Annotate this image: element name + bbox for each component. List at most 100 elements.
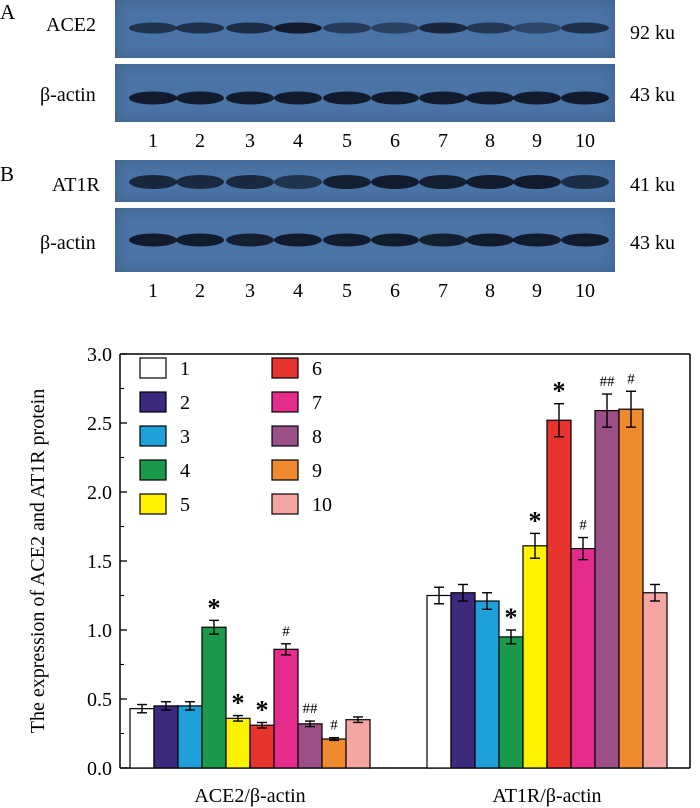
legend-swatch-2 <box>139 391 167 413</box>
lane-number: 10 <box>575 130 595 152</box>
y-axis-label: The expression of ACE2 and AT1R protein <box>27 389 49 733</box>
blot-band <box>323 175 371 189</box>
blot-band <box>371 91 419 105</box>
y-tick-label: 3.0 <box>87 344 112 366</box>
legend-label-1: 1 <box>180 358 190 380</box>
legend-label-6: 6 <box>312 358 322 380</box>
bar-series-8-ace2 <box>297 723 323 769</box>
significance-mark: * <box>553 377 566 406</box>
lane-number: 5 <box>342 130 352 152</box>
blot-bands-ace2 <box>129 22 609 34</box>
legend-swatch-10 <box>271 493 299 515</box>
blot-band <box>561 22 609 34</box>
blot-band <box>129 91 177 105</box>
blot-bands-at1r <box>129 175 609 189</box>
legend-swatch-6 <box>271 357 299 379</box>
lane-number: 8 <box>485 280 495 302</box>
blot-band <box>419 175 467 189</box>
bar-series-5-ace2 <box>225 717 251 769</box>
blot-band <box>371 22 419 34</box>
lane-number: 4 <box>293 130 303 152</box>
lane-number: 9 <box>532 280 542 302</box>
blot-band <box>513 175 561 189</box>
blot-band <box>274 91 322 105</box>
lane-number: 3 <box>245 280 255 302</box>
blot-ace2 <box>115 0 615 58</box>
panel-letter-b: B <box>0 162 15 186</box>
legend-label-10: 10 <box>312 494 332 516</box>
legend-label-4: 4 <box>180 460 190 482</box>
blot-band <box>466 22 514 34</box>
blot-band <box>419 22 467 34</box>
significance-mark: # <box>330 718 338 734</box>
bar-series-3-ace2 <box>177 705 203 769</box>
lane-number: 3 <box>245 130 255 152</box>
bar-series-7-ace2 <box>273 648 299 769</box>
bar-chart: 0.0 0.5 1.0 1.5 2.0 2.5 3.0 The expression of A… <box>27 344 691 807</box>
blot-band <box>176 175 224 189</box>
blot-band <box>274 175 322 189</box>
blot-band <box>466 233 514 247</box>
significance-mark: * <box>505 603 518 632</box>
legend-label-5: 5 <box>180 494 190 516</box>
legend-swatch-4 <box>139 459 167 481</box>
bar-series-5-at1r <box>522 545 548 769</box>
blot-band <box>419 233 467 247</box>
lane-numbers-a: 1 2 3 4 5 6 7 8 9 10 <box>115 130 615 156</box>
lane-number: 7 <box>438 130 448 152</box>
blot-band <box>226 22 274 34</box>
size-label-actin-b: 43 ku <box>630 232 675 254</box>
significance-mark: * <box>208 593 221 622</box>
lane-number: 9 <box>532 130 542 152</box>
lane-number: 4 <box>293 280 303 302</box>
legend-swatch-9 <box>271 459 299 481</box>
bar-series-6-at1r <box>546 419 572 769</box>
legend-label-9: 9 <box>312 460 322 482</box>
legend-label-7: 7 <box>312 392 322 414</box>
blot-bands-actin-b <box>129 233 609 247</box>
blot-band <box>274 22 322 34</box>
blot-band <box>561 91 609 105</box>
panel-letter-a: A <box>0 0 16 24</box>
legend-swatch-3 <box>139 425 167 447</box>
blot-band <box>323 22 371 34</box>
bar-series-1-at1r <box>426 594 452 769</box>
blot-band <box>561 175 609 189</box>
blot-label-actin-a: β-actin <box>40 84 96 106</box>
x-category-label: ACE2/β-actin <box>194 785 305 807</box>
legend-swatch-7 <box>271 391 299 413</box>
y-tick-label: 2.5 <box>87 413 112 435</box>
bar-series-3-at1r <box>474 600 500 769</box>
bar-series-10-ace2 <box>345 719 371 769</box>
legend-swatch-8 <box>271 425 299 447</box>
size-label-ace2: 92 ku <box>630 22 675 44</box>
lane-number: 1 <box>148 280 158 302</box>
bar-series-2-at1r <box>450 592 476 769</box>
significance-mark: # <box>579 518 587 534</box>
significance-mark: * <box>529 506 542 535</box>
y-tick-label: 1.5 <box>87 551 112 573</box>
blot-band <box>226 175 274 189</box>
blot-band <box>129 175 177 189</box>
size-label-at1r: 41 ku <box>630 174 675 196</box>
significance-mark: # <box>282 624 290 640</box>
blot-at1r <box>115 160 615 202</box>
blot-band <box>371 175 419 189</box>
legend-label-2: 2 <box>180 392 190 414</box>
legend-label-8: 8 <box>312 426 322 448</box>
bar-series-2-ace2 <box>153 705 179 769</box>
blot-band <box>371 233 419 247</box>
lane-number: 2 <box>195 280 205 302</box>
bar-series-6-ace2 <box>249 724 275 769</box>
blot-band <box>513 22 561 34</box>
x-category-label: AT1R/β-actin <box>492 785 601 807</box>
lane-number: 10 <box>575 280 595 302</box>
lane-number: 1 <box>148 130 158 152</box>
significance-mark: ## <box>600 374 616 390</box>
lane-numbers-b: 1 2 3 4 5 6 7 8 9 10 <box>115 280 615 306</box>
blot-band <box>513 233 561 247</box>
lane-number: 2 <box>195 130 205 152</box>
blot-band <box>274 233 322 247</box>
bar-series-9-at1r <box>618 408 644 769</box>
bar-series-9-ace2 <box>321 738 347 769</box>
